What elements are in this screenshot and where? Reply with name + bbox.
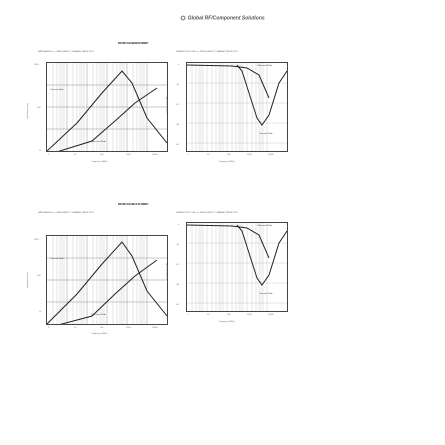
y-axis-label: Insertion Loss (dB) [166, 262, 169, 280]
plot-area: Common Mode Differential Mode [46, 235, 168, 325]
y-tick: -40 [176, 304, 179, 306]
plot-area: Differential Mode Common Mode [186, 222, 288, 312]
x-tick: 10 [74, 327, 77, 329]
x-tick: 1 [187, 314, 189, 316]
y-tick: 100 [37, 107, 41, 109]
x-tick: 1000 [247, 154, 252, 156]
curve-label-differential: Differential Mode [257, 65, 273, 67]
x-tick: 10000 [268, 154, 274, 156]
plot-area: Differential Mode Common Mode [186, 62, 288, 152]
curve-label-differential: Differential Mode [91, 141, 107, 143]
y-axis-label: Impedance (ohm) [26, 103, 29, 119]
brand-header: Global RF/Component Solutions [0, 15, 445, 21]
x-axis-label: Frequency (MHz) [219, 161, 235, 163]
common-mode-curve [236, 224, 287, 286]
curve-label-common: Common Mode [50, 258, 64, 260]
plot-area: Common Mode Differential Mode [46, 62, 168, 152]
x-tick: 100 [227, 314, 231, 316]
impedance-chart-2: Impedance (ohm) 1000 100 10 Common Mode … [27, 227, 169, 339]
insertion-loss-chart-1: Insertion Loss (dB) 0 -10 -20 -30 -40 Di… [166, 62, 288, 170]
x-tick: 1000 [247, 314, 252, 316]
x-tick: 10 [207, 314, 210, 316]
x-tick: 10 [207, 154, 210, 156]
part-number-1: MCM1012B900F06BP [118, 41, 149, 45]
y-tick: 1000 [34, 239, 39, 241]
impedance-chart-1: Impedance (ohm) 1000 100 10 Common Mode … [27, 62, 169, 170]
y-tick: 1000 [34, 64, 39, 66]
curve-label-common: Common Mode [259, 293, 273, 295]
brand-logo-icon [180, 15, 186, 21]
y-tick: -40 [176, 144, 179, 146]
x-tick: 10000 [268, 314, 274, 316]
curve-label-differential: Differential Mode [91, 314, 107, 316]
y-tick: 10 [39, 150, 42, 152]
curve-label-common: Common Mode [50, 89, 64, 91]
x-tick: 100 [227, 154, 231, 156]
y-axis-label: Impedance (ohm) [26, 272, 29, 288]
subtitle-impedance-1: IMPEDANCE vs. FREQUENCY CHARACTERISTICS [38, 51, 94, 53]
y-tick: -30 [176, 284, 179, 286]
y-tick: 10 [39, 311, 42, 313]
x-tick: 10 [74, 154, 77, 156]
x-axis-label: Frequency (MHz) [92, 333, 108, 335]
x-tick: 100 [100, 327, 104, 329]
x-tick: 1 [187, 154, 189, 156]
y-tick: 0 [178, 64, 180, 66]
y-tick: 0 [178, 224, 180, 226]
insertion-loss-chart-2: Insertion Loss (dB) 0 -10 -20 -30 -40 Di… [166, 222, 288, 334]
differential-mode-curve [187, 64, 270, 99]
x-tick: 10000 [152, 327, 158, 329]
curve-label-differential: Differential Mode [257, 225, 273, 227]
subtitle-insertion-2: INSERTION LOSS vs. FREQUENCY CHARACTERIS… [176, 212, 238, 214]
y-tick: -20 [176, 264, 179, 266]
x-tick: 1 [48, 154, 50, 156]
y-axis-label: Insertion Loss (dB) [166, 96, 169, 114]
x-tick: 1 [48, 327, 50, 329]
y-tick: -30 [176, 124, 179, 126]
common-mode-curve [47, 70, 167, 151]
differential-mode-curve [58, 87, 158, 151]
y-tick: -10 [176, 84, 179, 86]
x-tick: 1000 [126, 154, 131, 156]
common-mode-curve [236, 64, 287, 126]
y-tick: 100 [37, 275, 41, 277]
subtitle-impedance-2: IMPEDANCE vs. FREQUENCY CHARACTERISTICS [38, 212, 94, 214]
differential-mode-curve [60, 259, 158, 324]
brand-text: Global RF/Component Solutions [187, 15, 265, 22]
x-tick: 10000 [152, 154, 158, 156]
x-axis-label: Frequency (MHz) [219, 321, 235, 323]
x-tick: 100 [100, 154, 104, 156]
differential-mode-curve [187, 224, 270, 259]
x-axis-label: Frequency (MHz) [92, 161, 108, 163]
common-mode-curve [47, 241, 167, 324]
x-tick: 1000 [126, 327, 131, 329]
y-tick: -10 [176, 244, 179, 246]
y-tick: -20 [176, 104, 179, 106]
curve-label-common: Common Mode [259, 133, 273, 135]
part-number-2: MCM1012B121F06BP [118, 202, 149, 206]
subtitle-insertion-1: INSERTION LOSS vs. FREQUENCY CHARACTERIS… [176, 51, 238, 53]
